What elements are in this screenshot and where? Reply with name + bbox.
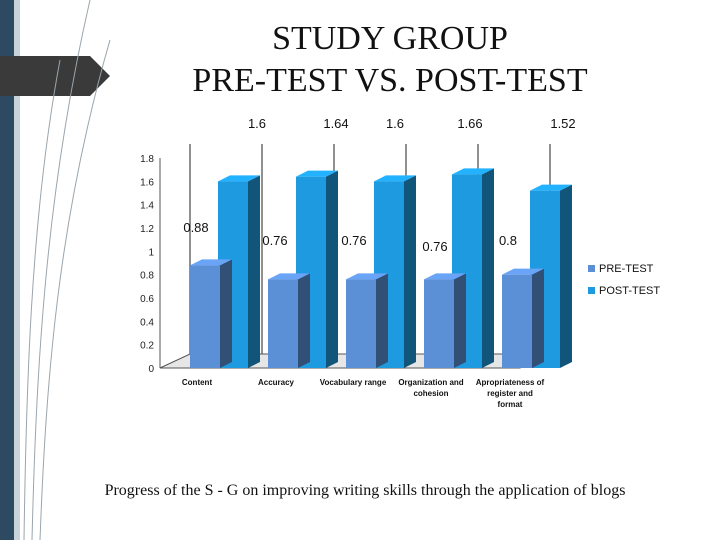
pre-test-value-label: 0.76 (422, 239, 447, 254)
post-test-value-label: 1.6 (248, 116, 266, 131)
category-label: Content (182, 378, 213, 387)
pre-test-bar-top (190, 259, 232, 266)
y-tick-label: 1 (148, 247, 154, 258)
pre-test-bar-side (220, 259, 232, 368)
post-test-bar-side (326, 170, 338, 368)
pre-test-value-label: 0.76 (262, 233, 287, 248)
category-label: format (498, 400, 523, 409)
y-tick-label: 0.4 (140, 317, 154, 328)
pre-test-bar-side (376, 273, 388, 368)
pre-test-bar (268, 279, 298, 368)
post-test-bar-top (452, 168, 494, 175)
pre-test-bar-top (424, 273, 466, 280)
y-tick-label: 0.2 (140, 341, 154, 352)
post-test-bar-side (248, 175, 260, 368)
pre-test-bar (346, 279, 376, 368)
legend-label: PRE-TEST (599, 263, 654, 275)
category-label: Apropriateness of (476, 378, 545, 387)
category-label: register and (487, 389, 533, 398)
y-tick-label: 1.8 (140, 154, 154, 165)
slide-caption: Progress of the S - G on improving writi… (104, 482, 626, 499)
pre-test-bar (190, 265, 220, 368)
y-tick-label: 0.6 (140, 294, 154, 305)
legend-swatch (588, 265, 595, 272)
post-test-bar-top (374, 175, 416, 182)
legend-label: POST-TEST (599, 285, 660, 297)
post-test-bar-top (296, 170, 338, 177)
pre-test-bar-side (532, 268, 544, 368)
post-test-bar-side (404, 175, 416, 368)
legend-swatch (588, 287, 595, 294)
left-accent-bar (0, 0, 14, 540)
category-label: cohesion (413, 389, 448, 398)
pre-test-bar (502, 274, 532, 368)
pre-test-value-label: 0.88 (183, 220, 208, 235)
left-accent-shade (14, 0, 20, 540)
category-label: Organization and (398, 378, 463, 387)
post-test-value-label: 1.66 (457, 116, 482, 131)
slide-title: STUDY GROUP PRE-TEST VS. POST-TEST (150, 18, 630, 102)
pre-test-value-label: 0.8 (499, 233, 517, 248)
category-label: Vocabulary range (320, 378, 387, 387)
post-test-bar-top (530, 184, 572, 191)
pre-test-bar (424, 279, 454, 368)
title-line-1: STUDY GROUP (272, 20, 508, 57)
pre-test-bar-top (346, 273, 388, 280)
post-test-bar-top (218, 175, 260, 182)
title-line-2: PRE-TEST VS. POST-TEST (192, 62, 588, 99)
y-tick-label: 1.4 (140, 201, 154, 212)
y-tick-label: 1.6 (140, 177, 154, 188)
category-label: Accuracy (258, 378, 295, 387)
post-test-value-label: 1.6 (386, 116, 404, 131)
y-tick-label: 0 (148, 364, 154, 375)
pre-test-bar-side (298, 273, 310, 368)
post-test-value-label: 1.64 (323, 116, 348, 131)
post-test-value-label: 1.52 (550, 116, 575, 131)
pre-test-bar-side (454, 273, 466, 368)
post-test-bar-side (560, 184, 572, 368)
pre-test-bar-top (502, 268, 544, 275)
y-tick-label: 1.2 (140, 224, 154, 235)
pre-test-value-label: 0.76 (341, 233, 366, 248)
pre-test-bar-top (268, 273, 310, 280)
y-tick-label: 0.8 (140, 271, 154, 282)
post-test-bar-side (482, 168, 494, 368)
